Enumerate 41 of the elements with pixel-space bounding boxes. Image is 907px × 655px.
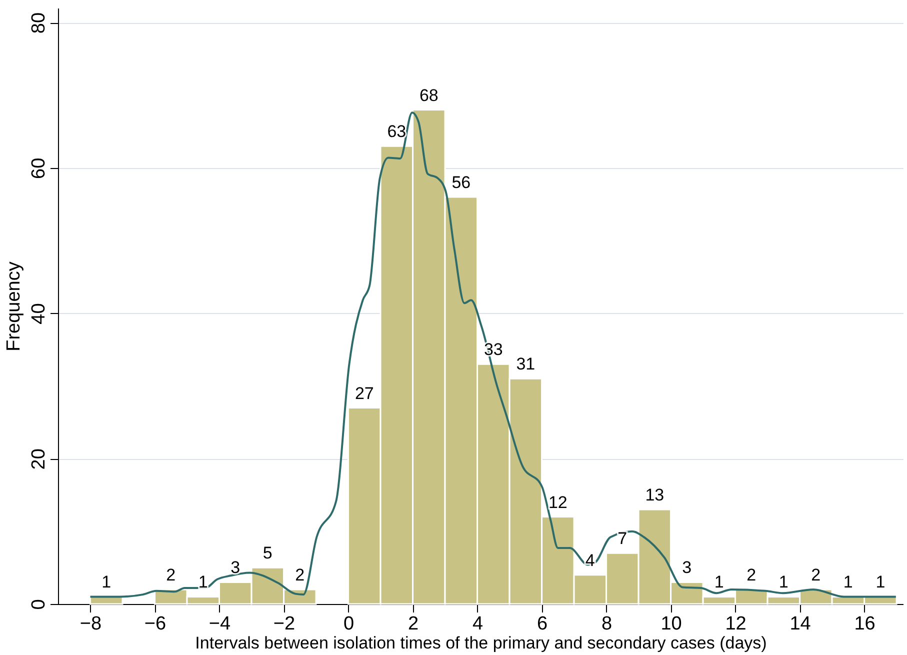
data-label: 56 bbox=[452, 172, 471, 192]
x-tick-label: 2 bbox=[408, 614, 419, 634]
x-tick-label: 16 bbox=[854, 614, 876, 634]
data-label: 3 bbox=[230, 558, 240, 578]
data-label: 2 bbox=[295, 565, 305, 584]
data-label: 68 bbox=[419, 86, 438, 105]
y-tick-label: 20 bbox=[28, 448, 50, 470]
x-tick-label: 12 bbox=[725, 614, 746, 634]
x-tick-label: −2 bbox=[273, 614, 296, 634]
data-label: 12 bbox=[548, 492, 568, 512]
data-label: 2 bbox=[811, 565, 821, 584]
x-tick-label: 14 bbox=[790, 614, 812, 634]
x-tick-label: 6 bbox=[536, 614, 548, 634]
y-tick-label: 40 bbox=[28, 303, 50, 324]
x-tick-label: 0 bbox=[343, 614, 354, 634]
x-tick-label: 4 bbox=[472, 614, 484, 634]
data-label: 7 bbox=[618, 529, 628, 548]
data-label: 1 bbox=[876, 572, 886, 592]
x-tick-label: −8 bbox=[80, 614, 102, 634]
y-tick-label: 0 bbox=[28, 599, 50, 610]
data-label: 1 bbox=[102, 572, 112, 592]
x-tick-label: 10 bbox=[660, 614, 682, 634]
y-axis-title: Frequency bbox=[4, 261, 24, 352]
data-label: 5 bbox=[262, 544, 272, 563]
data-label: 1 bbox=[778, 572, 788, 592]
data-label: 1 bbox=[843, 572, 853, 592]
data-label: 1 bbox=[198, 572, 208, 592]
y-tick-label: 80 bbox=[28, 12, 50, 34]
x-tick-label: −4 bbox=[208, 614, 232, 634]
x-axis-title: Intervals between isolation times of the primary and secondary cases (days) bbox=[195, 634, 767, 652]
data-label: 27 bbox=[354, 384, 374, 403]
data-label: 2 bbox=[166, 565, 176, 584]
data-label: 1 bbox=[714, 572, 724, 592]
data-label: 63 bbox=[387, 122, 406, 142]
data-label: 31 bbox=[516, 354, 536, 374]
data-label: 13 bbox=[645, 486, 664, 505]
x-tick-label: −6 bbox=[144, 614, 166, 634]
x-tick-label: 8 bbox=[601, 614, 612, 634]
y-tick-label: 60 bbox=[28, 158, 50, 179]
data-label: 3 bbox=[682, 558, 692, 578]
data-label: 2 bbox=[746, 565, 756, 584]
